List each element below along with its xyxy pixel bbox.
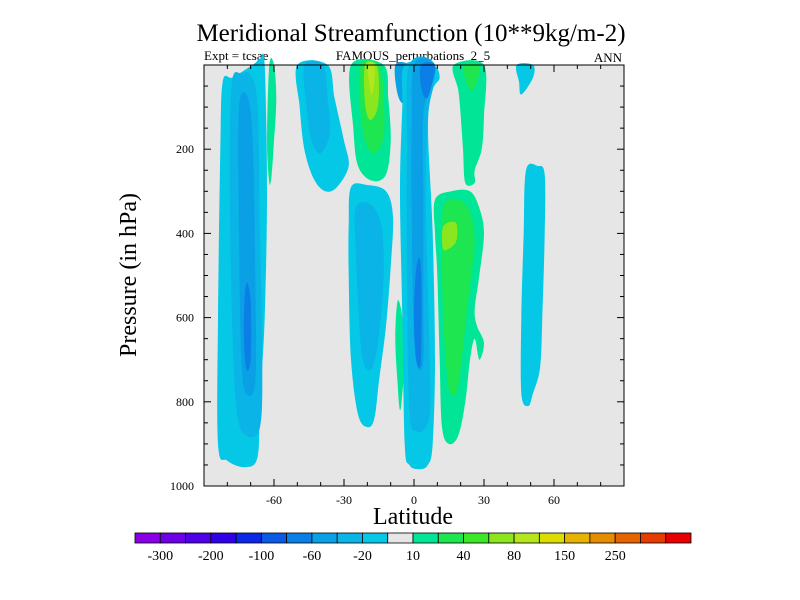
subtitle-center: FAMOUS_perturbations_2_5	[336, 48, 490, 63]
colorbar-swatch	[614, 532, 641, 544]
contour-eq-blue-core	[419, 62, 436, 99]
colorbar-labels: -300 -200 -100 -60 -20 10 40 80 150 250	[147, 549, 625, 564]
colorbar-swatch	[488, 532, 515, 544]
subtitle-left: Expt = tcsae	[204, 48, 269, 63]
colorbar	[134, 532, 692, 544]
x-tick-label: 60	[548, 493, 560, 507]
colorbar-swatch	[362, 532, 389, 544]
colorbar-swatch	[336, 532, 363, 544]
x-tick-label: -60	[266, 493, 282, 507]
colorbar-swatch	[589, 532, 616, 544]
y-axis-ticks: 200 400 600 800 1000	[170, 64, 624, 493]
y-tick-label: 800	[176, 395, 194, 409]
y-axis-label: Pressure (in hPa)	[116, 193, 142, 357]
contour-nh-upper-green	[452, 60, 487, 186]
colorbar-swatch	[513, 532, 540, 544]
colorbar-label: -20	[353, 549, 372, 564]
contour-small-green-tongue	[395, 300, 405, 411]
contour-sh-ferrel-inner	[303, 60, 331, 154]
y-tick-label: 200	[176, 142, 194, 156]
x-tick-label: 0	[411, 493, 417, 507]
colorbar-swatch	[640, 532, 667, 544]
colorbar-swatch	[463, 532, 490, 544]
colorbar-label: 80	[507, 549, 521, 564]
colorbar-label: 250	[605, 549, 626, 564]
y-tick-label: 600	[176, 311, 194, 325]
chart-title: Meridional Streamfunction (10**9kg/m-2)	[196, 20, 625, 47]
colorbar-swatch	[564, 532, 591, 544]
colorbar-swatch	[538, 532, 566, 544]
contour-layer	[217, 53, 546, 470]
colorbar-swatch	[185, 532, 212, 544]
y-tick-label: 400	[176, 226, 194, 240]
x-axis-ticks: -60 -30 0 30 60	[226, 65, 602, 507]
colorbar-swatch	[437, 532, 464, 544]
contour-nh-upper-green-mid	[462, 62, 481, 91]
colorbar-label: -100	[249, 549, 275, 564]
contour-nh-polar-lower	[520, 163, 546, 407]
colorbar-swatch	[260, 532, 288, 544]
contour-hadley-yellow-core	[367, 62, 375, 95]
contour-deep-sh-cell-inner	[354, 202, 384, 371]
colorbar-swatch	[387, 532, 414, 544]
colorbar-label: -200	[198, 549, 224, 564]
colorbar-label: 150	[554, 549, 575, 564]
colorbar-swatch	[235, 532, 262, 544]
x-tick-label: 30	[478, 493, 490, 507]
y-tick-label: 1000	[170, 479, 194, 493]
colorbar-label: -60	[303, 549, 322, 564]
colorbar-swatch	[159, 532, 186, 544]
colorbar-swatch	[286, 532, 313, 544]
colorbar-swatch	[134, 532, 161, 544]
colorbar-swatch	[311, 532, 338, 544]
contour-sh-polar-cell-inner	[238, 91, 257, 397]
colorbar-swatch	[412, 532, 439, 544]
colorbar-swatch	[665, 532, 692, 544]
contour-nh-polar-cell	[515, 63, 535, 95]
contour-sh-green-strip	[267, 57, 277, 185]
contour-nh-hadley-core	[442, 221, 458, 251]
contour-sh-polar-cell-core	[243, 282, 252, 371]
subtitle-right: ANN	[594, 50, 623, 65]
x-axis-label: Latitude	[373, 504, 453, 530]
x-tick-label: -30	[336, 493, 352, 507]
colorbar-swatch	[210, 532, 237, 544]
colorbar-label: 10	[406, 549, 420, 564]
colorbar-label: 40	[457, 549, 471, 564]
colorbar-label: -300	[147, 549, 173, 564]
contour-eq-blue-core-low	[414, 257, 422, 369]
plot-area: -60 -30 0 30 60 200 400 600 800 1000	[170, 53, 625, 507]
